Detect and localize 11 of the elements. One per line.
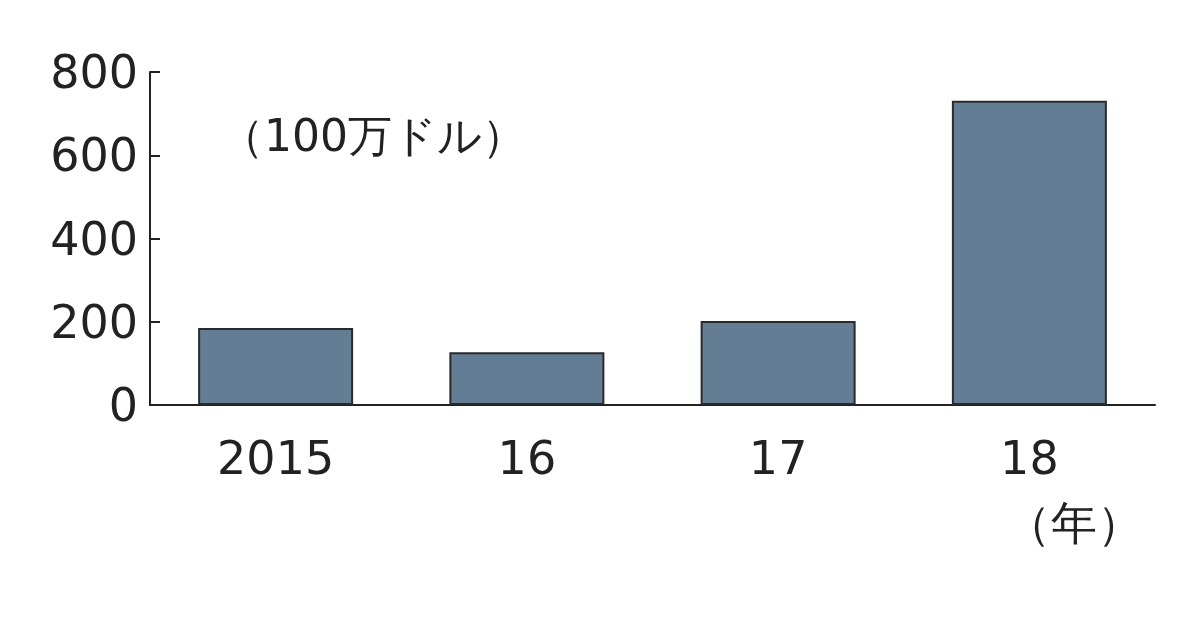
x-axis-title: （年） <box>1005 496 1143 550</box>
x-tick-label: 16 <box>497 431 557 485</box>
x-tick-label: 2015 <box>217 431 335 485</box>
y-tick-label: 600 <box>50 128 138 183</box>
y-tick-label: 0 <box>108 378 138 432</box>
y-tick-label: 400 <box>50 211 138 266</box>
y-tick-label: 200 <box>50 294 138 349</box>
y-axis-title: （100万ドル） <box>220 109 526 161</box>
y-tick-label: 800 <box>50 45 138 99</box>
x-tick-label: 18 <box>1000 431 1059 485</box>
x-tick-label: 17 <box>748 431 808 485</box>
